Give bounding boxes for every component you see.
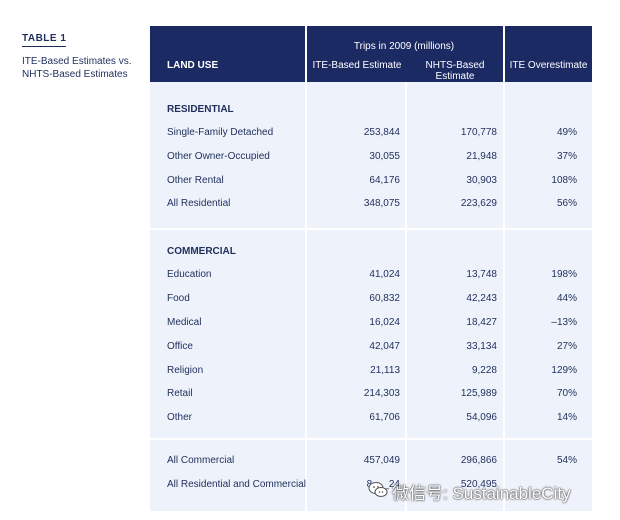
nhts-value: 125,989: [460, 388, 497, 399]
row-label: Food: [167, 293, 190, 304]
nhts-value: 9,228: [471, 365, 497, 376]
table-row: Retail 214,303 125,989 70%: [150, 384, 592, 404]
overestimate-value: 70%: [556, 388, 577, 399]
overestimate-value: 129%: [551, 365, 577, 376]
nhts-value: 223,629: [460, 198, 497, 209]
overestimate-value: –13%: [551, 317, 577, 328]
row-label: Other Owner-Occupied: [167, 151, 270, 162]
ite-value: 457,049: [363, 455, 400, 466]
nhts-value: 30,903: [466, 175, 497, 186]
nhts-value: 18,427: [466, 317, 497, 328]
header-nhts-estimate: NHTS-Based Estimate: [425, 60, 485, 82]
overestimate-value: 108%: [551, 175, 577, 186]
table-title-line-2: NHTS-Based Estimates: [22, 69, 128, 80]
section-separator: [150, 438, 592, 440]
row-label: Other Rental: [167, 175, 224, 186]
overestimate-value: 27%: [556, 341, 577, 352]
ite-value: 61,706: [369, 412, 400, 423]
wechat-icon: [368, 480, 388, 500]
ite-value: 30,055: [369, 151, 400, 162]
table-header: LAND USE Trips in 2009 (millions) ITE-Ba…: [150, 26, 592, 82]
overestimate-value: 49%: [556, 127, 577, 138]
section-title-commercial: COMMERCIAL: [167, 246, 236, 257]
overestimate-value: 56%: [556, 198, 577, 209]
nhts-value: 33,134: [466, 341, 497, 352]
row-label: Religion: [167, 365, 204, 376]
overestimate-value: 54%: [556, 455, 577, 466]
row-label: Single-Family Detached: [167, 127, 274, 138]
watermark-text: 微信号: SustainableCity: [392, 484, 571, 503]
nhts-value: 170,778: [460, 127, 497, 138]
column-divider: [503, 82, 505, 511]
row-label: Medical: [167, 317, 202, 328]
table-row: Office 42,047 33,134 27%: [150, 337, 592, 357]
nhts-value: 54,096: [466, 412, 497, 423]
ite-value: 60,832: [369, 293, 400, 304]
row-label: All Residential: [167, 198, 231, 209]
column-divider: [305, 82, 307, 511]
ite-value: 348,075: [363, 198, 400, 209]
overestimate-value: 14%: [556, 412, 577, 423]
table-row: All Residential 348,075 223,629 56%: [150, 194, 592, 214]
table-row: All Residential and Commercial 8___24 52…: [150, 475, 592, 495]
table-row: Single-Family Detached 253,844 170,778 4…: [150, 123, 592, 143]
column-divider: [405, 82, 407, 511]
table-label: TABLE 1: [22, 33, 67, 47]
overestimate-value: 44%: [556, 293, 577, 304]
header-divider: [305, 26, 307, 82]
row-label: Other: [167, 412, 193, 423]
nhts-value: 296,866: [460, 455, 497, 466]
table-row: Education 41,024 13,748 198%: [150, 265, 592, 285]
table-row: Other Owner-Occupied 30,055 21,948 37%: [150, 147, 592, 167]
ite-value: 253,844: [363, 127, 400, 138]
ite-value: 41,024: [369, 269, 400, 280]
table-row: Food 60,832 42,243 44%: [150, 289, 592, 309]
ite-value: 214,303: [363, 388, 400, 399]
row-label: Education: [167, 269, 212, 280]
table-row: All Commercial 457,049 296,866 54%: [150, 451, 592, 471]
row-label: All Residential and Commercial: [167, 479, 306, 490]
ite-value: 64,176: [369, 175, 400, 186]
nhts-value: 42,243: [466, 293, 497, 304]
watermark: 微信号: SustainableCity: [368, 477, 618, 503]
header-land-use: LAND USE: [167, 60, 219, 71]
estimates-table: LAND USE Trips in 2009 (millions) ITE-Ba…: [150, 26, 592, 511]
header-ite-estimate: ITE-Based Estimate: [312, 60, 402, 71]
nhts-value: 520,495: [460, 479, 497, 490]
table-row: Other 61,706 54,096 14%: [150, 408, 592, 428]
table-caption: TABLE 1 ITE-Based Estimates vs. NHTS-Bas…: [22, 28, 144, 81]
section-title-residential: RESIDENTIAL: [167, 104, 234, 115]
row-label: Office: [167, 341, 193, 352]
table-title: ITE-Based Estimates vs. NHTS-Based Estim…: [22, 55, 144, 81]
section-separator: [150, 228, 592, 230]
table-row: Religion 21,113 9,228 129%: [150, 361, 592, 381]
ite-value: 42,047: [369, 341, 400, 352]
ite-value: 21,113: [370, 365, 400, 376]
header-ite-overestimate: ITE Overestimate: [509, 60, 588, 71]
table-title-line-1: ITE-Based Estimates vs.: [22, 56, 132, 67]
header-divider: [503, 26, 505, 82]
row-label: All Commercial: [167, 455, 235, 466]
overestimate-value: 198%: [551, 269, 577, 280]
overestimate-value: 37%: [556, 151, 577, 162]
nhts-value: 21,948: [466, 151, 497, 162]
ite-value: 16,024: [369, 317, 400, 328]
row-label: Retail: [167, 388, 193, 399]
ite-value: 8___24: [366, 479, 400, 490]
nhts-value: 13,748: [466, 269, 497, 280]
table-row: Medical 16,024 18,427 –13%: [150, 313, 592, 333]
table-row: Other Rental 64,176 30,903 108%: [150, 171, 592, 191]
header-trips-group: Trips in 2009 (millions): [353, 41, 455, 52]
